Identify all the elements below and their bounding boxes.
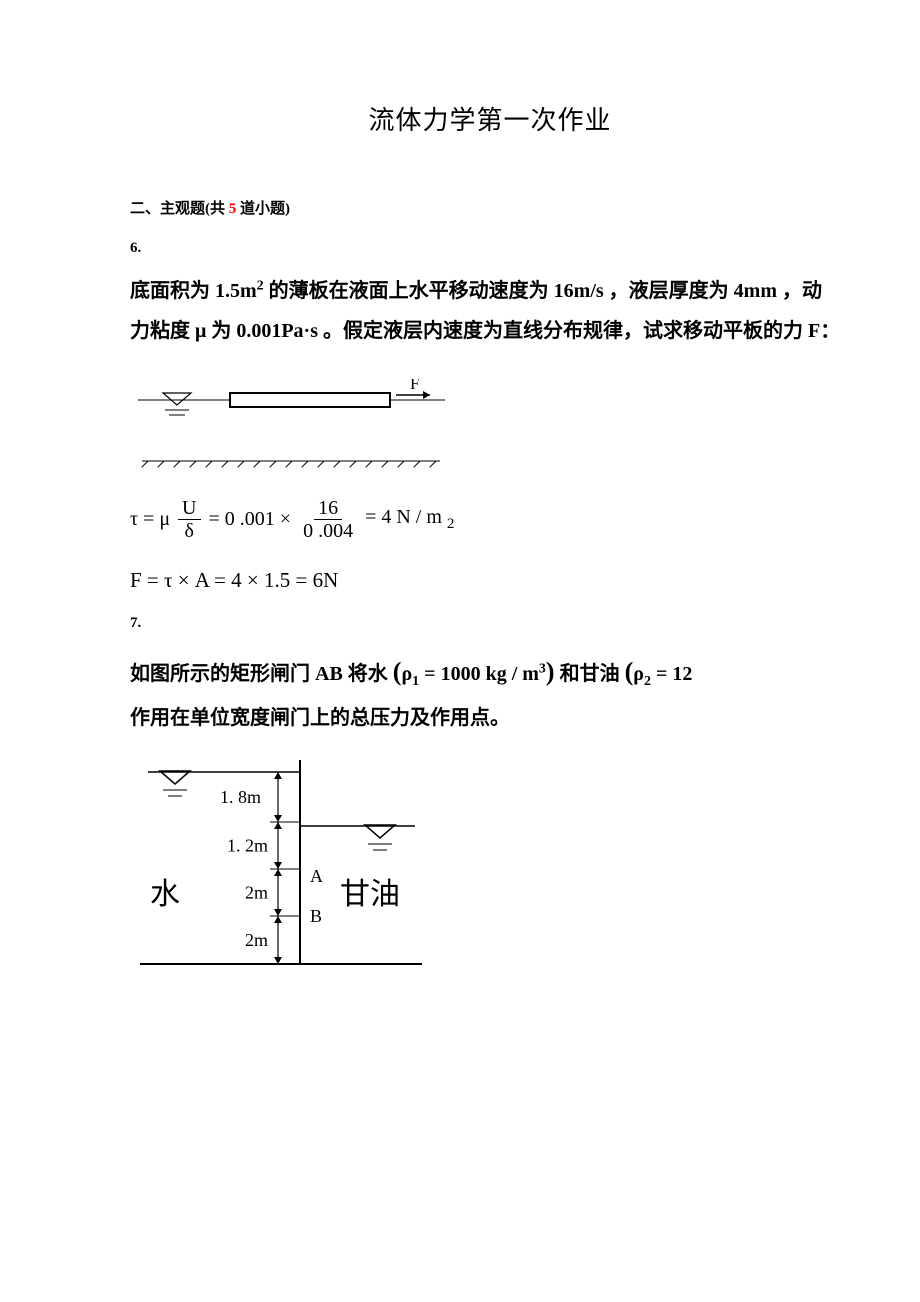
q7-diagram-svg: 1. 8m 1. 2m 2m 2m AB 水 甘油 (130, 754, 440, 979)
svg-text:B: B (310, 906, 322, 926)
q6-line2-truncated: ： (820, 320, 840, 342)
q6-tau-mid: = 0 .001 × (209, 508, 292, 531)
q6-force-text: F = τ × A = 4 × 1.5 = 6N (130, 568, 338, 593)
q6-line2-pre: 力粘度 μ 为 (130, 320, 236, 342)
svg-text:水: 水 (150, 878, 180, 911)
svg-text:1. 2m: 1. 2m (227, 836, 268, 856)
q6-tau-rhs-text: = 4 N / m (365, 506, 442, 528)
q7-number: 7. (130, 615, 850, 632)
q6-tau-rhs: = 4 N / m 2 (365, 506, 454, 533)
q6-frac2-num: 16 (314, 497, 342, 520)
svg-text:2m: 2m (245, 883, 268, 903)
q7-rho1-val: = 1000 kg / m (419, 663, 539, 685)
q7-line1: 如图所示的矩形闸门 AB 将水 (ρ1 = 1000 kg / m3) 和甘油 … (130, 646, 850, 698)
q6-speed: 16m/s (554, 280, 604, 302)
q7-line1-mid: 和甘油 (555, 663, 625, 685)
svg-text:F: F (410, 379, 419, 393)
q7-lparen2: ( (625, 657, 634, 686)
q7-line1-pre: 如图所示的矩形闸门 AB 将水 (130, 663, 393, 685)
q7-rho2-val: = 12 (651, 663, 692, 685)
q6-line1-tail: ， (777, 280, 802, 302)
svg-text:2m: 2m (245, 930, 268, 950)
q6-tau-formula: τ = μ U δ = 0 .001 × 16 0 .004 = 4 N / m… (130, 497, 850, 542)
q6-tau-lhs: τ = μ (130, 508, 170, 531)
q6-force-formula: F = τ × A = 4 × 1.5 = 6N (130, 568, 850, 593)
section-prefix: 二、主观题(共 (130, 201, 229, 217)
q7-rparen1: ) (546, 657, 555, 686)
q7-line2: 作用在单位宽度闸门上的总压力及作用点。 (130, 698, 850, 738)
q6-line2-post: 。假定液层内速度为直线分布规律，试求移动平板的力 F (318, 320, 820, 342)
section-suffix: 道小题) (236, 201, 290, 217)
q6-frac1-den: δ (181, 520, 198, 542)
q6-thickness: 4mm (734, 280, 777, 302)
q6-line1-pre: 底面积为 (130, 280, 215, 302)
svg-text:1. 8m: 1. 8m (220, 787, 261, 807)
q6-area-val: 1.5m (215, 280, 257, 302)
page-title: 流体力学第一次作业 (130, 100, 850, 137)
q6-line1: 底面积为 1.5m2 的薄板在液面上水平移动速度为 16m/s ，液层厚度为 4… (130, 271, 850, 311)
q6-line1-mid: 的薄板在液面上水平移动速度为 (264, 280, 554, 302)
q6-area-exp: 2 (257, 278, 264, 293)
q6-frac2-den: 0 .004 (299, 520, 357, 542)
q6-tau-rhs-sub: 2 (447, 516, 455, 532)
q6-line1-truncated: 动 (802, 280, 822, 302)
q7-rho1-exp: 3 (539, 661, 546, 676)
q6-number: 6. (130, 240, 850, 257)
svg-text:甘油: 甘油 (340, 878, 400, 911)
q7-rho2-label: ρ (633, 663, 644, 685)
q6-frac1-num: U (178, 497, 200, 520)
section-heading: 二、主观题(共 5 道小题) (130, 197, 850, 218)
q6-line2: 力粘度 μ 为 0.001Pa·s 。假定液层内速度为直线分布规律，试求移动平板… (130, 311, 850, 351)
q6-frac-16-004: 16 0 .004 (299, 497, 357, 542)
q7-rho2-sub: 2 (644, 674, 651, 689)
svg-text:A: A (310, 866, 323, 886)
document-page: 流体力学第一次作业 二、主观题(共 5 道小题) 6. 底面积为 1.5m2 的… (0, 0, 920, 1302)
q6-line1-post: ，液层厚度为 (604, 280, 734, 302)
q7-rho1-label: ρ (401, 663, 412, 685)
q6-diagram-svg: F (130, 379, 450, 474)
q6-diagram: F (130, 379, 850, 479)
q6-frac-u-delta: U δ (178, 497, 200, 542)
q6-mu: 0.001Pa·s (236, 320, 318, 342)
q7-diagram: 1. 8m 1. 2m 2m 2m AB 水 甘油 (130, 754, 850, 984)
